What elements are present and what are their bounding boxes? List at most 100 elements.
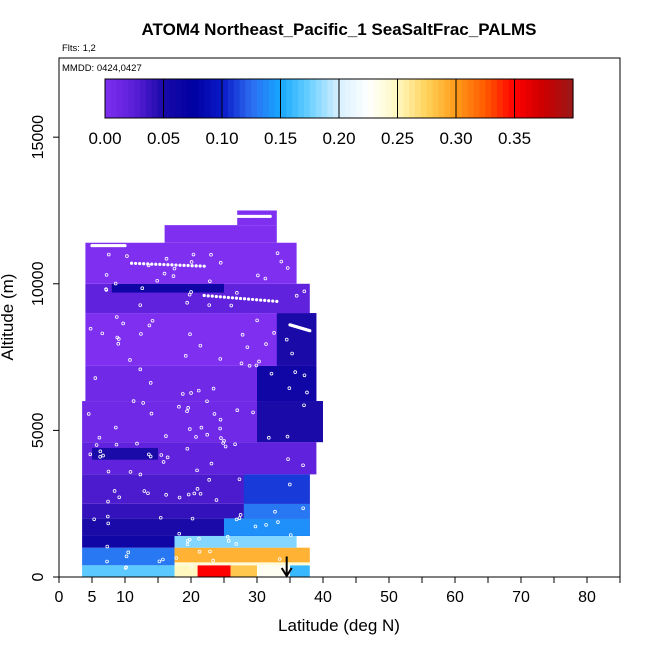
colorbar-segment: [549, 79, 557, 118]
track-dot: [141, 401, 145, 405]
colorbar-segment: [391, 79, 399, 118]
track-dot: [267, 435, 271, 440]
track-dot: [104, 287, 108, 291]
colorbar-segment: [409, 79, 416, 118]
track-dot: [198, 343, 203, 348]
track-dot: [255, 318, 259, 323]
track-dot: [187, 292, 192, 297]
x-tick-label: 10: [116, 589, 134, 606]
track-run-dot: [263, 298, 267, 302]
colorbar-segment: [321, 79, 328, 118]
track-dot: [208, 279, 212, 284]
track-dot: [229, 303, 234, 308]
heatmap-cell-3: [230, 565, 257, 577]
heatmap-cells: [82, 210, 323, 577]
flight-tracks: [86, 214, 312, 570]
chart-title: ATOM4 Northeast_Pacific_1 SeaSaltFrac_PA…: [142, 20, 537, 39]
y-tick-label: 5000: [30, 412, 47, 448]
track-dot: [285, 434, 290, 439]
track-dot: [146, 491, 150, 496]
y-axis-label: Altitude (m): [0, 274, 17, 361]
track-dot: [189, 290, 193, 294]
y-tick-label: 10000: [30, 261, 47, 306]
track-run-dot: [271, 299, 275, 303]
colorbar-segment: [473, 79, 480, 118]
track-run-dot: [226, 295, 230, 300]
colorbar-segment: [567, 79, 574, 118]
heatmap-cell-10: [174, 535, 297, 548]
heatmap-cell-9: [82, 535, 175, 548]
track-run-dot: [255, 298, 259, 302]
track-dot: [211, 386, 216, 391]
colorbar-segment: [403, 79, 410, 118]
track-run-dot: [174, 263, 178, 267]
track-dot: [138, 303, 143, 307]
track-dot: [188, 427, 192, 431]
colorbar-segment: [315, 79, 323, 118]
colorbar-segment: [245, 79, 252, 118]
heatmap-cell-0: [82, 565, 175, 577]
track-dot: [218, 417, 223, 422]
track-run-dot: [267, 299, 271, 303]
track-dot: [86, 412, 91, 416]
colorbar-segment: [520, 79, 527, 118]
colorbar-segment: [420, 79, 428, 118]
heatmap-cell-24: [276, 313, 317, 366]
track-dot: [238, 513, 243, 517]
track-dot: [147, 323, 152, 328]
heatmap-cell-2: [197, 565, 231, 577]
colorbar-segment: [298, 79, 305, 118]
colorbar-segment: [192, 79, 200, 118]
heatmap-cell-18: [92, 447, 158, 460]
colorbar-segment: [561, 79, 568, 118]
track-dot: [290, 351, 294, 356]
track-run-dot: [134, 261, 138, 266]
track-dot: [101, 453, 105, 458]
track-dot: [294, 293, 299, 298]
track-run-dot: [166, 263, 170, 267]
x-tick-label: 20: [182, 589, 200, 606]
track-dot: [189, 391, 193, 395]
track-dot: [207, 303, 212, 307]
colorbar-tick-label: 0.00: [88, 129, 121, 148]
x-tick-label: 0: [55, 589, 64, 606]
track-dot: [218, 426, 222, 431]
track-dot: [164, 256, 169, 261]
track-run-dot: [154, 262, 158, 266]
track-dot: [225, 534, 230, 539]
x-tick-label: 5: [88, 589, 97, 606]
x-tick-label: 70: [512, 589, 530, 606]
colorbar-segment: [268, 79, 276, 118]
x-tick-label: 80: [578, 589, 596, 606]
track-dot: [256, 273, 260, 278]
track-dot: [297, 259, 302, 263]
track-run-dot: [194, 264, 198, 268]
track-dot: [218, 260, 223, 265]
track-dot: [140, 286, 145, 291]
track-run-dot: [198, 264, 202, 268]
colorbar-tick-label: 0.25: [381, 129, 414, 148]
track-run-dot: [186, 263, 190, 268]
track-dot: [198, 491, 203, 496]
colorbar-tick-label: 0.35: [498, 129, 531, 148]
colorbar-segment: [496, 79, 504, 118]
colorbar-tick-label: 0.30: [439, 129, 472, 148]
track-dot: [124, 554, 129, 559]
track-dot: [121, 321, 125, 326]
track-run-dot: [182, 263, 186, 267]
track-run-dot: [275, 299, 279, 303]
track-dot: [276, 520, 280, 524]
colorbar-segment: [186, 79, 194, 118]
track-dot: [234, 517, 239, 522]
y-axis: 0 5000 10000 15000: [30, 115, 59, 581]
track-dot: [186, 406, 190, 410]
track-run-dot: [178, 263, 182, 267]
colorbar-segment: [122, 79, 129, 118]
track-dot: [161, 460, 166, 464]
colorbar-segment: [374, 79, 381, 118]
track-run-dot: [259, 298, 263, 302]
track-dot: [223, 444, 228, 449]
track-dot: [233, 442, 237, 447]
track-dot: [279, 259, 284, 264]
track-dot: [158, 515, 163, 520]
